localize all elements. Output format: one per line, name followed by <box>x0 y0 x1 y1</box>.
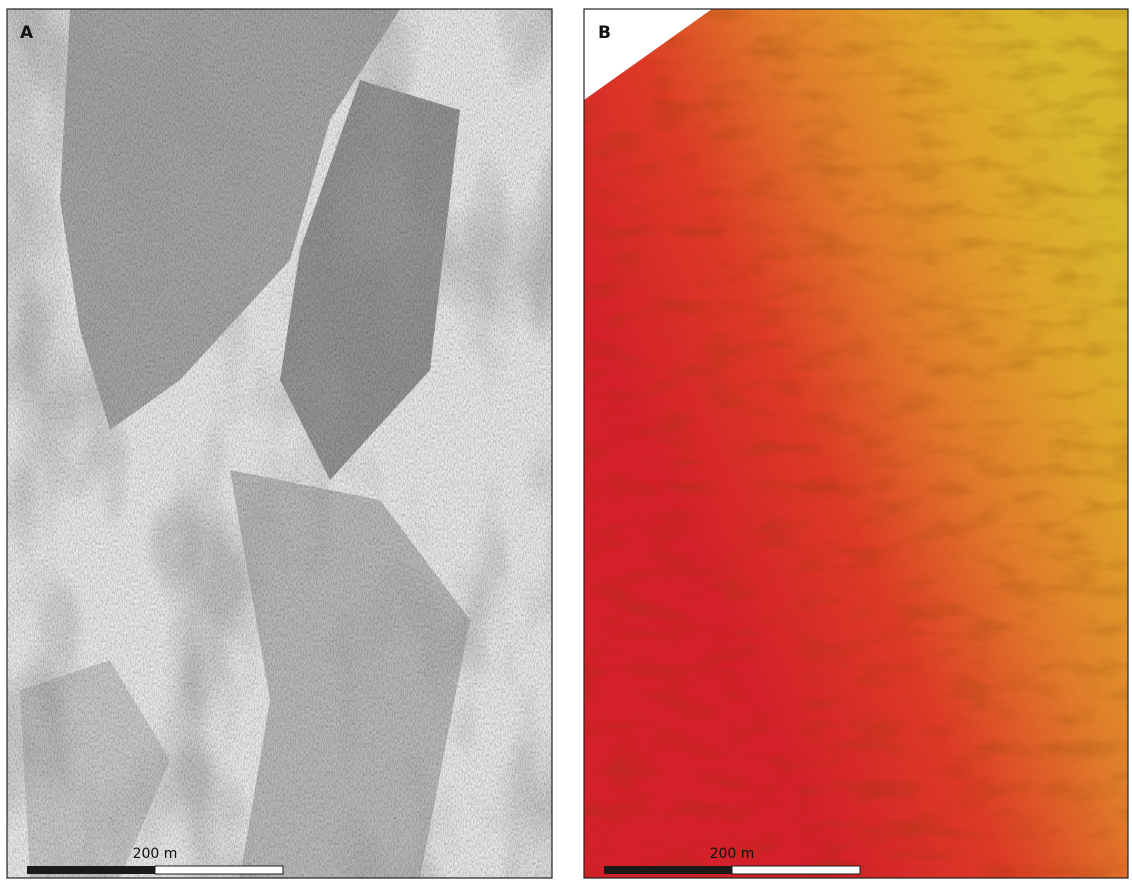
scale-bar-label: 200 m <box>710 846 755 862</box>
scale-bar-black <box>604 866 732 874</box>
panel-a <box>7 9 552 878</box>
panel-label: A <box>20 23 34 43</box>
panel-label: B <box>598 23 611 43</box>
panel-b <box>584 9 1128 878</box>
scale-bar-label: 200 m <box>133 846 178 862</box>
scale-bar-black <box>27 866 155 874</box>
figure: A 200 m B 200 m <box>0 0 1132 886</box>
scale-bar-white <box>732 866 860 874</box>
scale-bar-white <box>155 866 283 874</box>
